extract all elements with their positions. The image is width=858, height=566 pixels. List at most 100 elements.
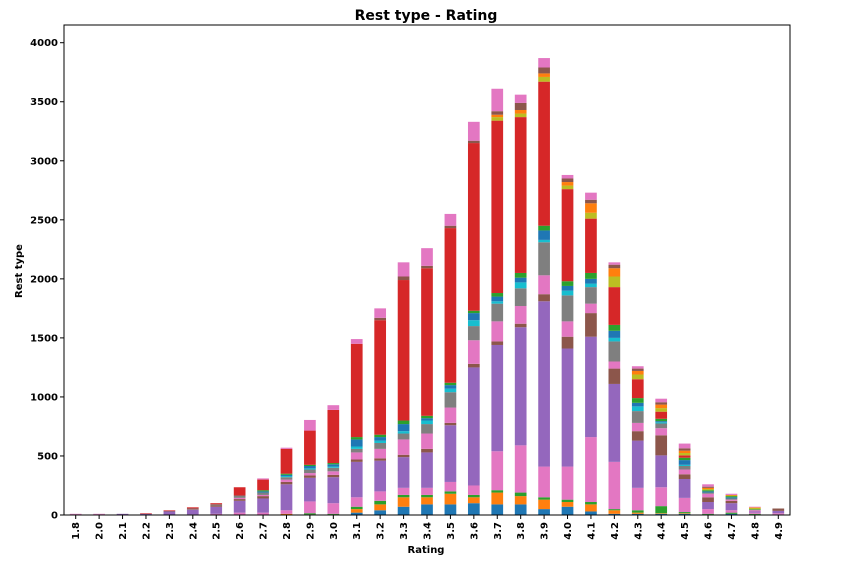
bar-segment-3.7-s12 bbox=[491, 117, 504, 121]
bar-segment-2.8-s15 bbox=[280, 447, 293, 449]
bar-segment-2.4-s4 bbox=[186, 509, 199, 515]
bar-segment-4.7-s6 bbox=[725, 499, 738, 501]
bar-segment-3.1-s0 bbox=[350, 512, 363, 515]
bar-segment-3.3-s10 bbox=[397, 420, 410, 425]
bar-segment-4.0-s3 bbox=[561, 466, 574, 500]
bar-segment-3.1-s8 bbox=[350, 446, 363, 449]
bar-segment-3.0-s8 bbox=[327, 466, 340, 468]
bar-segment-4.4-s13 bbox=[655, 404, 668, 409]
bar-segment-4.2-s13 bbox=[608, 268, 621, 277]
bar-segment-3.3-s0 bbox=[397, 506, 410, 515]
bar-segment-3.6-s6 bbox=[467, 340, 480, 364]
bar-segment-2.9-s8 bbox=[304, 468, 316, 470]
bar-segment-2.7-s6 bbox=[257, 494, 269, 497]
bar-segment-3.7-s15 bbox=[491, 88, 504, 112]
bar-segment-4.6-s9 bbox=[702, 491, 714, 493]
bar-segment-2.7-s15 bbox=[257, 478, 269, 480]
bar-segment-3.2-s10 bbox=[374, 434, 387, 438]
bar-segment-3.4-s8 bbox=[421, 420, 433, 425]
y-tick-label: 3000 bbox=[30, 156, 58, 167]
bar-segment-4.1-s3 bbox=[585, 437, 597, 503]
bar-segment-4.3-s12 bbox=[631, 374, 644, 380]
bar-segment-3.0-s3 bbox=[327, 503, 340, 514]
bar-segment-3.5-s5 bbox=[444, 422, 457, 426]
bar-segment-3.6-s11 bbox=[467, 143, 480, 311]
bar-segment-3.0-s5 bbox=[327, 474, 340, 478]
bar-segment-4.3-s13 bbox=[631, 370, 644, 375]
bar-segment-4.4-s11 bbox=[655, 411, 668, 419]
bar-segment-4.2-s14 bbox=[608, 264, 621, 269]
x-tick-label: 2.3 bbox=[165, 522, 176, 540]
bar-segment-3.6-s10 bbox=[467, 310, 480, 314]
bar-segment-3.4-s1 bbox=[421, 497, 433, 505]
bar-segment-3.4-s3 bbox=[421, 487, 433, 495]
bar-segment-3.3-s5 bbox=[397, 454, 410, 458]
bar-segment-3.4-s4 bbox=[421, 452, 433, 488]
bar-segment-4.8-s12 bbox=[749, 507, 761, 510]
bar-segment-2.7-s4 bbox=[257, 498, 269, 513]
bar-segment-4.2-s3 bbox=[608, 461, 621, 510]
bar-segment-4.6-s15 bbox=[702, 484, 714, 487]
bar-segment-3.4-s10 bbox=[421, 415, 433, 419]
x-tick-label: 1.8 bbox=[71, 522, 82, 540]
bar-segment-3.4-s7 bbox=[421, 424, 433, 434]
bar-segment-3.5-s10 bbox=[444, 382, 457, 386]
bar-segment-3.0-s9 bbox=[327, 464, 340, 467]
x-tick-label: 2.4 bbox=[188, 522, 199, 540]
bar-segment-4.0-s2 bbox=[561, 499, 574, 503]
bar-segment-3.5-s14 bbox=[444, 225, 457, 229]
bar-segment-3.9-s12 bbox=[538, 76, 550, 82]
bar-segment-2.3-s11 bbox=[163, 510, 176, 511]
y-tick-label: 0 bbox=[51, 511, 58, 522]
bar-segment-3.7-s0 bbox=[491, 504, 504, 515]
bar-segment-2.8-s7 bbox=[280, 477, 293, 480]
bar-segment-3.1-s6 bbox=[350, 452, 363, 460]
bar-segment-3.7-s7 bbox=[491, 303, 504, 322]
bar-segment-4.7-s7 bbox=[725, 498, 738, 500]
bar-segment-4.1-s12 bbox=[585, 212, 597, 219]
bar-segment-4.5-s4 bbox=[678, 478, 691, 498]
bar-segment-3.2-s11 bbox=[374, 320, 387, 435]
bar-segment-4.3-s5 bbox=[631, 431, 644, 441]
bar-segment-3.1-s4 bbox=[350, 461, 363, 498]
bar-segment-2.9-s10 bbox=[304, 464, 316, 466]
bar-segment-4.3-s4 bbox=[631, 440, 644, 488]
bar-segment-4.8-s2 bbox=[749, 513, 761, 515]
bar-segment-3.9-s10 bbox=[538, 225, 550, 231]
bar-segment-4.7-s12 bbox=[725, 495, 738, 497]
y-tick-label: 4000 bbox=[30, 38, 58, 49]
bar-segment-2.7-s10 bbox=[257, 490, 269, 492]
bar-segment-4.0-s11 bbox=[561, 189, 574, 282]
bar-segment-4.5-s0 bbox=[678, 513, 691, 515]
bar-segment-4.3-s7 bbox=[631, 411, 644, 423]
bar-segment-3.4-s2 bbox=[421, 494, 433, 498]
bar-segment-2.3-s5 bbox=[163, 510, 176, 512]
bar-segment-3.3-s2 bbox=[397, 494, 410, 498]
bar-segment-3.5-s3 bbox=[444, 481, 457, 492]
bar-segment-3.3-s7 bbox=[397, 433, 410, 440]
bar-segment-4.7-s15 bbox=[725, 493, 738, 495]
x-tick-label: 3.4 bbox=[423, 522, 434, 540]
bar-segment-3.9-s15 bbox=[538, 58, 550, 68]
bar-segment-3.8-s4 bbox=[514, 327, 527, 446]
bar-segment-3.4-s6 bbox=[421, 433, 433, 449]
bar-segment-3.2-s7 bbox=[374, 442, 387, 449]
bar-segment-3.8-s8 bbox=[514, 282, 527, 289]
bar-segment-2.9-s2 bbox=[304, 513, 316, 515]
bar-segment-2.8-s1 bbox=[280, 513, 293, 515]
bar-segment-4.3-s3 bbox=[631, 487, 644, 511]
bar-segment-2.8-s6 bbox=[280, 479, 293, 482]
x-tick-label: 4.6 bbox=[704, 522, 715, 540]
bar-segment-3.3-s9 bbox=[397, 424, 410, 432]
bar-segment-4.5-s2 bbox=[678, 512, 691, 514]
bar-segment-4.3-s0 bbox=[631, 513, 644, 515]
bar-segment-3.5-s11 bbox=[444, 228, 457, 383]
bar-segment-4.0-s9 bbox=[561, 285, 574, 291]
bar-segment-4.5-s10 bbox=[678, 457, 691, 461]
bar-segment-4.2-s8 bbox=[608, 337, 621, 342]
bar-segment-3.9-s4 bbox=[538, 301, 550, 467]
bar-segment-3.2-s2 bbox=[374, 500, 387, 505]
bar-segment-4.3-s8 bbox=[631, 406, 644, 412]
bar-segment-3.7-s14 bbox=[491, 111, 504, 115]
bar-segment-4.2-s1 bbox=[608, 510, 621, 514]
